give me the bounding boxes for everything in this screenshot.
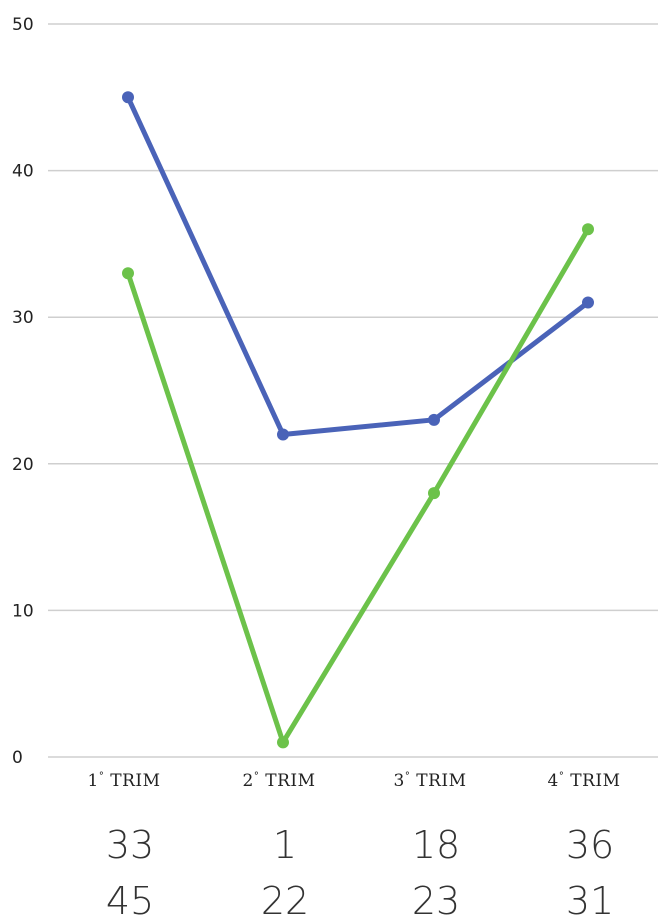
value-label: 31 — [566, 879, 614, 917]
data-point — [582, 296, 594, 309]
x-category-label: 1° TRIM — [88, 771, 161, 791]
y-tick-label: 40 — [12, 162, 34, 182]
value-label: 22 — [261, 879, 309, 917]
y-tick-label: 20 — [12, 455, 34, 475]
data-point — [582, 223, 594, 236]
series-lines — [122, 91, 594, 749]
data-point — [122, 91, 134, 104]
value-label: 33 — [106, 823, 154, 867]
value-label: 23 — [412, 879, 460, 917]
y-tick-label: 10 — [12, 601, 34, 621]
data-point — [428, 413, 440, 426]
value-table: 33 1 18 36 45 22 23 31 — [106, 823, 614, 917]
data-point — [277, 428, 289, 441]
y-tick-label: 50 — [12, 15, 34, 35]
x-category-label: 4° TRIM — [548, 771, 621, 791]
value-label: 45 — [106, 879, 154, 917]
series-line-0 — [125, 94, 591, 437]
value-label: 18 — [412, 823, 460, 867]
x-axis-category-labels: 1° TRIM 2° TRIM 3° TRIM 4° TRIM — [88, 771, 621, 791]
data-point — [428, 487, 440, 500]
y-tick-label: 30 — [12, 308, 34, 328]
series-line-1 — [125, 226, 591, 745]
y-tick-label: 0 — [12, 748, 23, 768]
x-category-label: 3° TRIM — [394, 771, 467, 791]
x-category-label: 2° TRIM — [243, 771, 316, 791]
data-point — [122, 267, 134, 280]
data-point — [277, 736, 289, 749]
value-label: 36 — [566, 823, 614, 867]
y-axis-tick-labels: 0 10 20 30 40 50 — [12, 15, 34, 768]
value-label: 1 — [273, 823, 297, 867]
grid-lines — [48, 23, 658, 758]
